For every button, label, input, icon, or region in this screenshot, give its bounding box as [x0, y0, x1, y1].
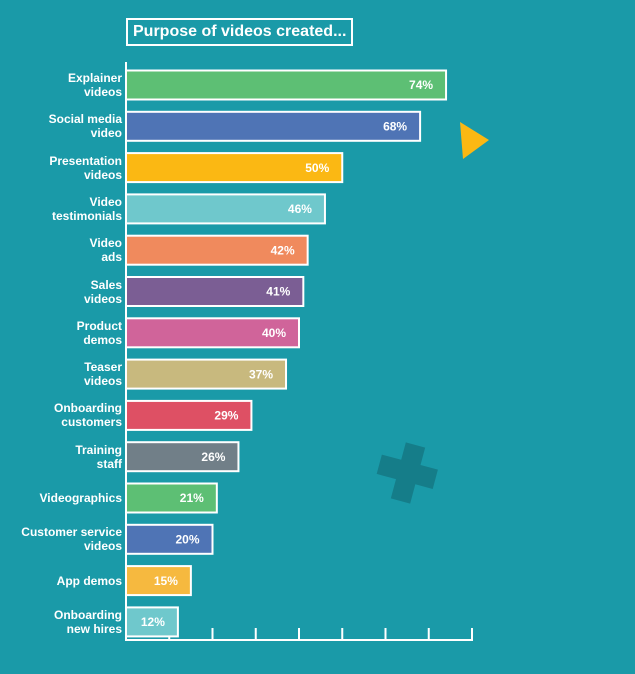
- bar: [125, 152, 344, 184]
- category-label: Video ads: [89, 236, 122, 265]
- bar: [125, 441, 240, 473]
- bar: [125, 606, 179, 638]
- chart-title: Purpose of videos created...: [126, 18, 354, 46]
- value-label: 46%: [288, 202, 312, 216]
- bar: [125, 276, 305, 307]
- cross-deco: [376, 442, 438, 504]
- category-label: Presentation videos: [49, 153, 122, 182]
- value-label: 37%: [249, 367, 273, 381]
- category-label: Product demos: [76, 318, 122, 347]
- value-label: 74%: [409, 78, 433, 92]
- category-label: Social media video: [48, 112, 122, 141]
- bar: [125, 317, 300, 349]
- bar: [125, 482, 218, 514]
- value-label: 29%: [214, 409, 238, 423]
- bar: [125, 110, 422, 142]
- value-label: 26%: [201, 450, 225, 464]
- category-label: Sales videos: [83, 277, 122, 306]
- value-label: 68%: [383, 119, 407, 133]
- category-label: Teaser videos: [83, 360, 122, 389]
- value-label: 42%: [271, 243, 295, 257]
- category-label: Video testimonials: [51, 194, 122, 223]
- bar: [125, 234, 309, 266]
- value-label: 50%: [305, 161, 329, 175]
- bar: [125, 69, 448, 101]
- value-label: 15%: [154, 574, 178, 588]
- value-label: 12%: [141, 615, 165, 629]
- category-label: App demos: [56, 573, 122, 588]
- category-label: Customer service videos: [21, 525, 122, 554]
- bar: [125, 358, 288, 390]
- category-label: Videographics: [39, 491, 122, 505]
- triangle-deco: [460, 122, 489, 159]
- bar: [125, 565, 192, 597]
- value-label: 20%: [175, 532, 199, 546]
- bar: [125, 523, 214, 555]
- value-label: 41%: [266, 285, 290, 299]
- bar: [125, 399, 253, 431]
- category-label: Onboarding customers: [54, 401, 122, 430]
- value-label: 21%: [180, 491, 204, 505]
- category-label: Explainer videos: [67, 71, 122, 99]
- category-label: Training staff: [75, 442, 122, 471]
- value-label: 40%: [262, 326, 286, 340]
- bar: [125, 193, 326, 225]
- category-label: Onboarding new hires: [54, 607, 122, 636]
